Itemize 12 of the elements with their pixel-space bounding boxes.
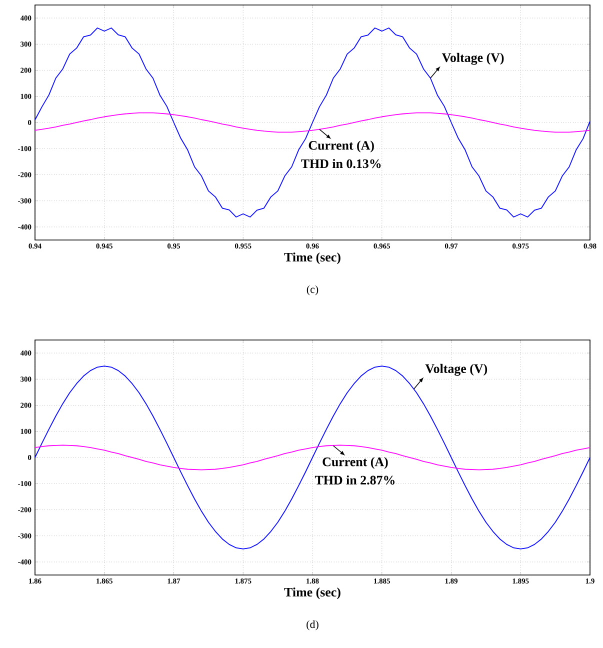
text: (d) [306,620,318,630]
annotation: THD in 2.87% [314,475,394,485]
annotation: Voltage (V) [425,364,488,376]
annotation: Voltage (V) [442,52,504,65]
line-series [34,28,590,218]
annotation: THD in 0.13% [301,158,381,168]
x-axis-title: Time (sec) [284,252,340,264]
text: (c) [306,285,318,296]
annotation: Current (A) [308,140,374,152]
line-series [34,366,590,550]
annotation: Current (A) [322,457,388,469]
x-axis-title: Time (sec) [284,587,340,600]
